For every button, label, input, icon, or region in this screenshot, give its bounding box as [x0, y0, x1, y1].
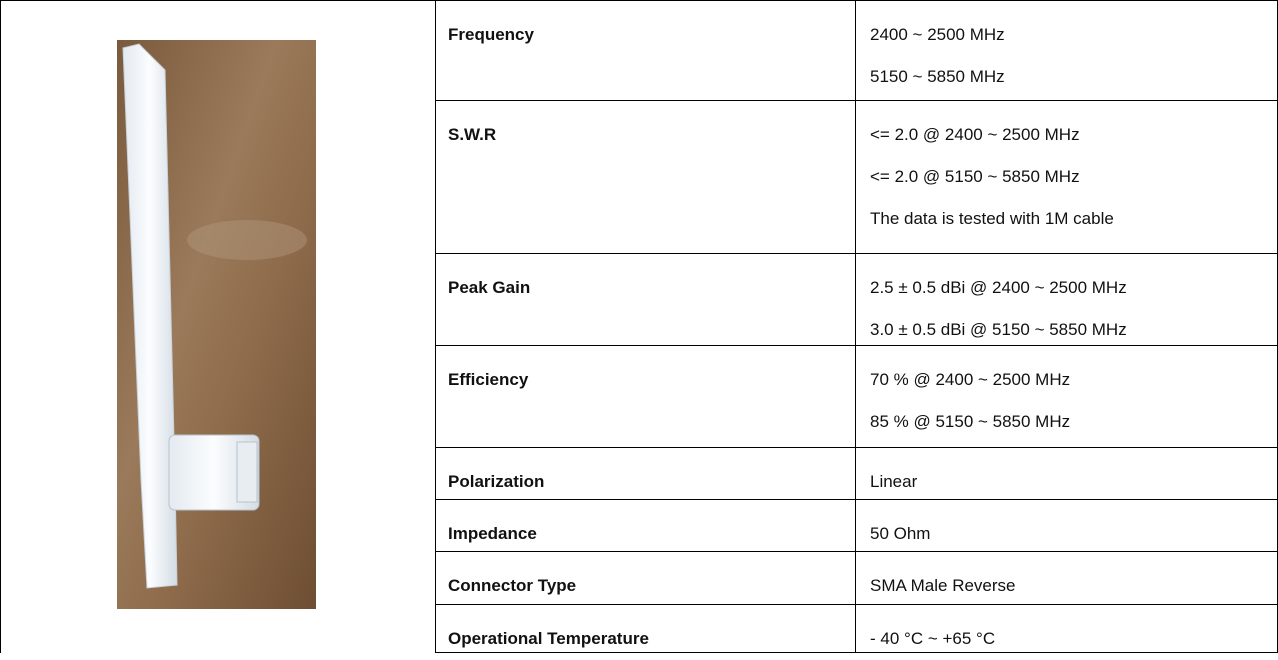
spec-label: Impedance: [448, 524, 537, 543]
spec-label: Frequency: [448, 25, 534, 44]
border: [0, 0, 1278, 1]
spec-values: 2400 ~ 2500 MHz 5150 ~ 5850 MHz: [870, 0, 1005, 98]
row-border: [435, 345, 1278, 346]
spec-values: <= 2.0 @ 2400 ~ 2500 MHz <= 2.0 @ 5150 ~ …: [870, 100, 1114, 240]
spec-value: 50 Ohm: [870, 524, 931, 543]
spec-label: Peak Gain: [448, 278, 531, 297]
spec-value: <= 2.0 @ 2400 ~ 2500 MHz: [870, 125, 1080, 144]
border: [855, 0, 856, 653]
row-border: [435, 551, 1278, 552]
spec-values: - 40 °C ~ +65 °C: [870, 604, 995, 660]
spec-label: S.W.R: [448, 125, 497, 144]
row-border: [435, 100, 1278, 101]
spec-value: 70 % @ 2400 ~ 2500 MHz: [870, 370, 1071, 389]
spec-value: 5150 ~ 5850 MHz: [870, 67, 1005, 86]
spec-values: 2.5 ± 0.5 dBi @ 2400 ~ 2500 MHz 3.0 ± 0.5…: [870, 253, 1127, 351]
spec-value: SMA Male Reverse: [870, 576, 1016, 595]
spec-values: 50 Ohm: [870, 499, 930, 555]
row-border: [435, 604, 1278, 605]
product-photo: [117, 40, 316, 609]
spec-label: Efficiency: [448, 370, 529, 389]
spec-value: The data is tested with 1M cable: [870, 209, 1114, 228]
row-border: [435, 447, 1278, 448]
border: [435, 0, 436, 653]
spec-value: <= 2.0 @ 5150 ~ 5850 MHz: [870, 167, 1080, 186]
spec-value: 85 % @ 5150 ~ 5850 MHz: [870, 412, 1071, 431]
spec-values: Linear: [870, 447, 917, 503]
spec-values: SMA Male Reverse: [870, 551, 1016, 607]
row-border: [435, 253, 1278, 254]
spec-label: Polarization: [448, 472, 545, 491]
border: [0, 0, 1, 653]
spec-value: 2400 ~ 2500 MHz: [870, 25, 1005, 44]
spec-values: 70 % @ 2400 ~ 2500 MHz 85 % @ 5150 ~ 5850…: [870, 345, 1070, 443]
spec-label: Operational Temperature: [448, 629, 649, 648]
spec-value: 2.5 ± 0.5 dBi @ 2400 ~ 2500 MHz: [870, 278, 1127, 297]
spec-value: Linear: [870, 472, 918, 491]
row-border: [435, 499, 1278, 500]
spec-label: Connector Type: [448, 576, 577, 595]
spec-value: - 40 °C ~ +65 °C: [870, 629, 996, 648]
spec-value: 3.0 ± 0.5 dBi @ 5150 ~ 5850 MHz: [870, 320, 1127, 339]
